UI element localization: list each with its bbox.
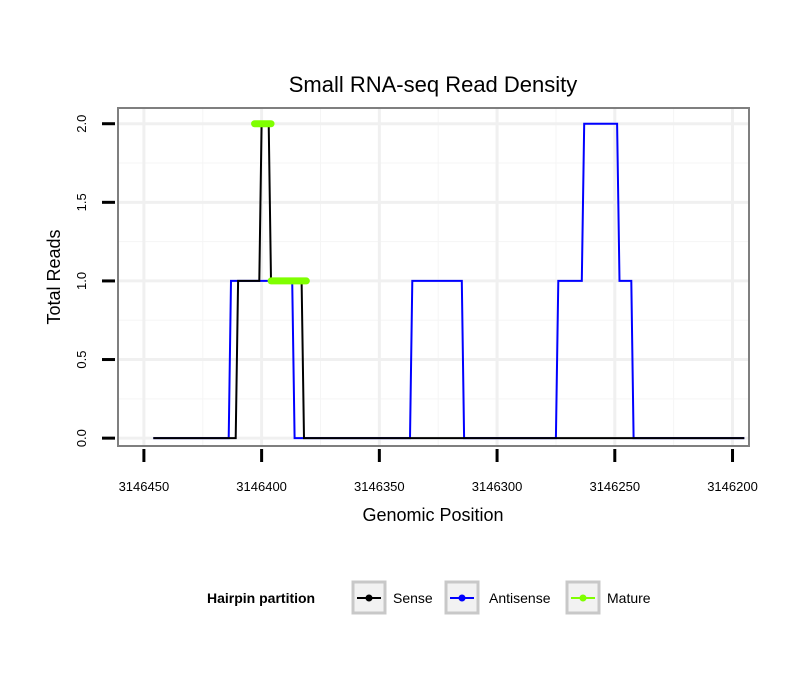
x-tick-label: 3146250 [589,479,640,494]
legend-swatch-point [365,594,373,602]
chart-title: Small RNA-seq Read Density [289,72,578,97]
y-axis-title: Total Reads [44,229,64,324]
series-layer [153,120,745,440]
legend-label: Antisense [489,590,551,606]
x-tick-label: 3146300 [472,479,523,494]
legend-title: Hairpin partition [207,590,315,606]
y-tick-label: 1.0 [74,272,89,290]
legend: Hairpin partition Sense Antisense Mature [207,580,651,615]
y-tick-label: 2.0 [74,115,89,133]
y-tick-label: 0.0 [74,429,89,447]
x-tick-label: 3146350 [354,479,405,494]
plot-panel [117,107,750,447]
y-tick-label: 0.5 [74,350,89,368]
x-tick-label: 3146200 [707,479,758,494]
x-tick-label: 3146400 [236,479,287,494]
axes: 3146450 3146400 3146350 3146300 3146250 31462… [74,115,758,494]
x-tick-label: 3146450 [119,479,170,494]
x-axis-title: Genomic Position [362,505,503,525]
y-tick-label: 1.5 [74,193,89,211]
legend-swatch-point [579,594,587,602]
legend-label: Mature [607,590,651,606]
series-line-antisense [153,122,745,440]
legend-label: Sense [393,590,433,606]
legend-swatch-point [458,594,466,602]
